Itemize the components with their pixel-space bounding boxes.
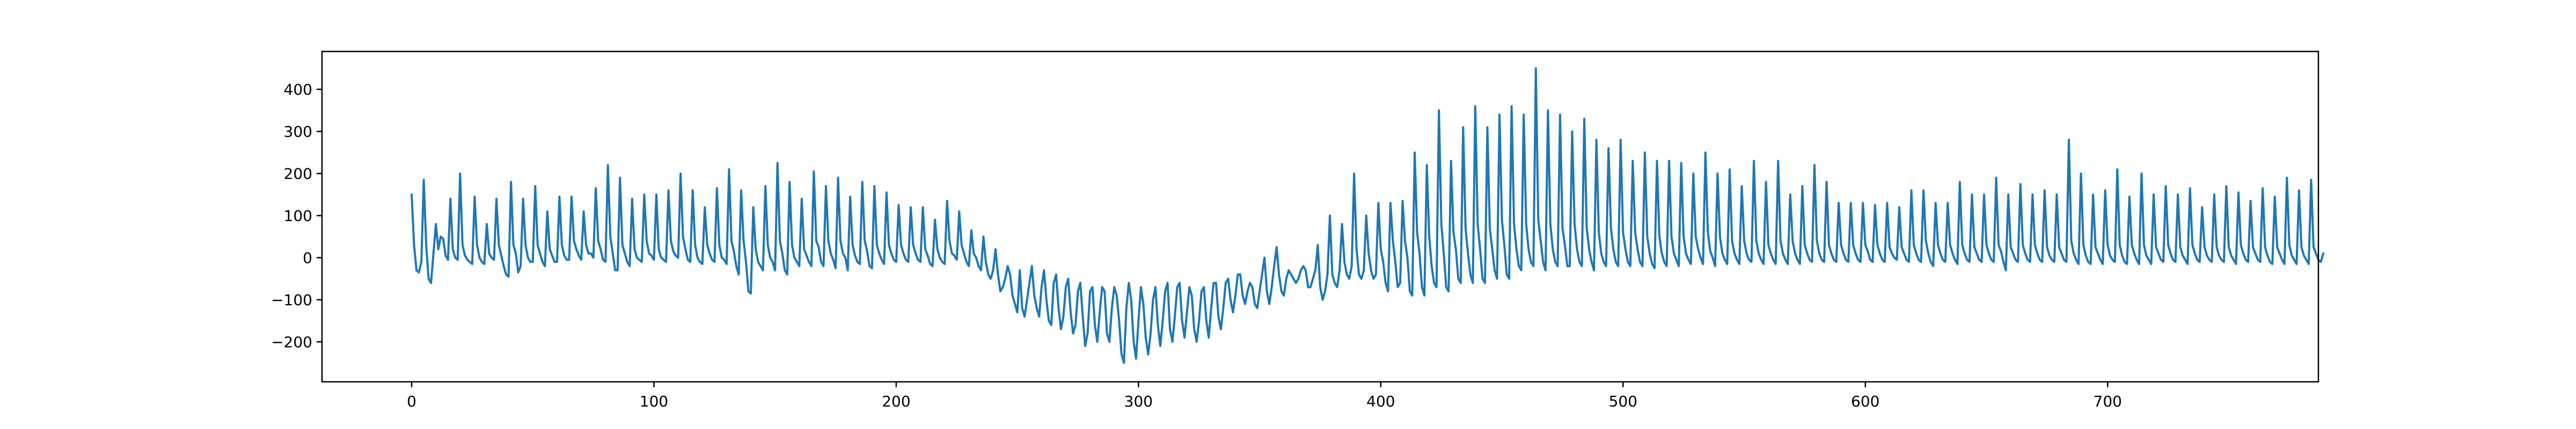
y-tick-label: −100 [271,291,312,309]
axes-frame [321,50,2319,383]
x-tick-label: 400 [1366,393,1395,410]
y-tick-label: −200 [271,333,312,351]
x-tick-label: 200 [882,393,910,410]
plot-area [411,67,2325,364]
x-tick-label: 300 [1124,393,1153,410]
y-tick-label: 0 [303,249,312,267]
y-tick-label: 100 [284,207,312,225]
y-tick-label: 300 [284,123,312,140]
series-line-0 [411,67,2325,364]
y-axis: −200 −100 0 100 200 300 400 [271,81,322,351]
x-tick-label: 500 [1609,393,1637,410]
x-tick-label: 100 [640,393,668,410]
x-tick-label: 0 [407,393,416,410]
y-tick-label: 200 [284,165,312,183]
y-tick-label: 400 [284,81,312,99]
x-axis: 0 100 200 300 400 500 600 700 [407,382,2122,410]
x-tick-label: 700 [2094,393,2122,410]
x-tick-label: 600 [1851,393,1879,410]
